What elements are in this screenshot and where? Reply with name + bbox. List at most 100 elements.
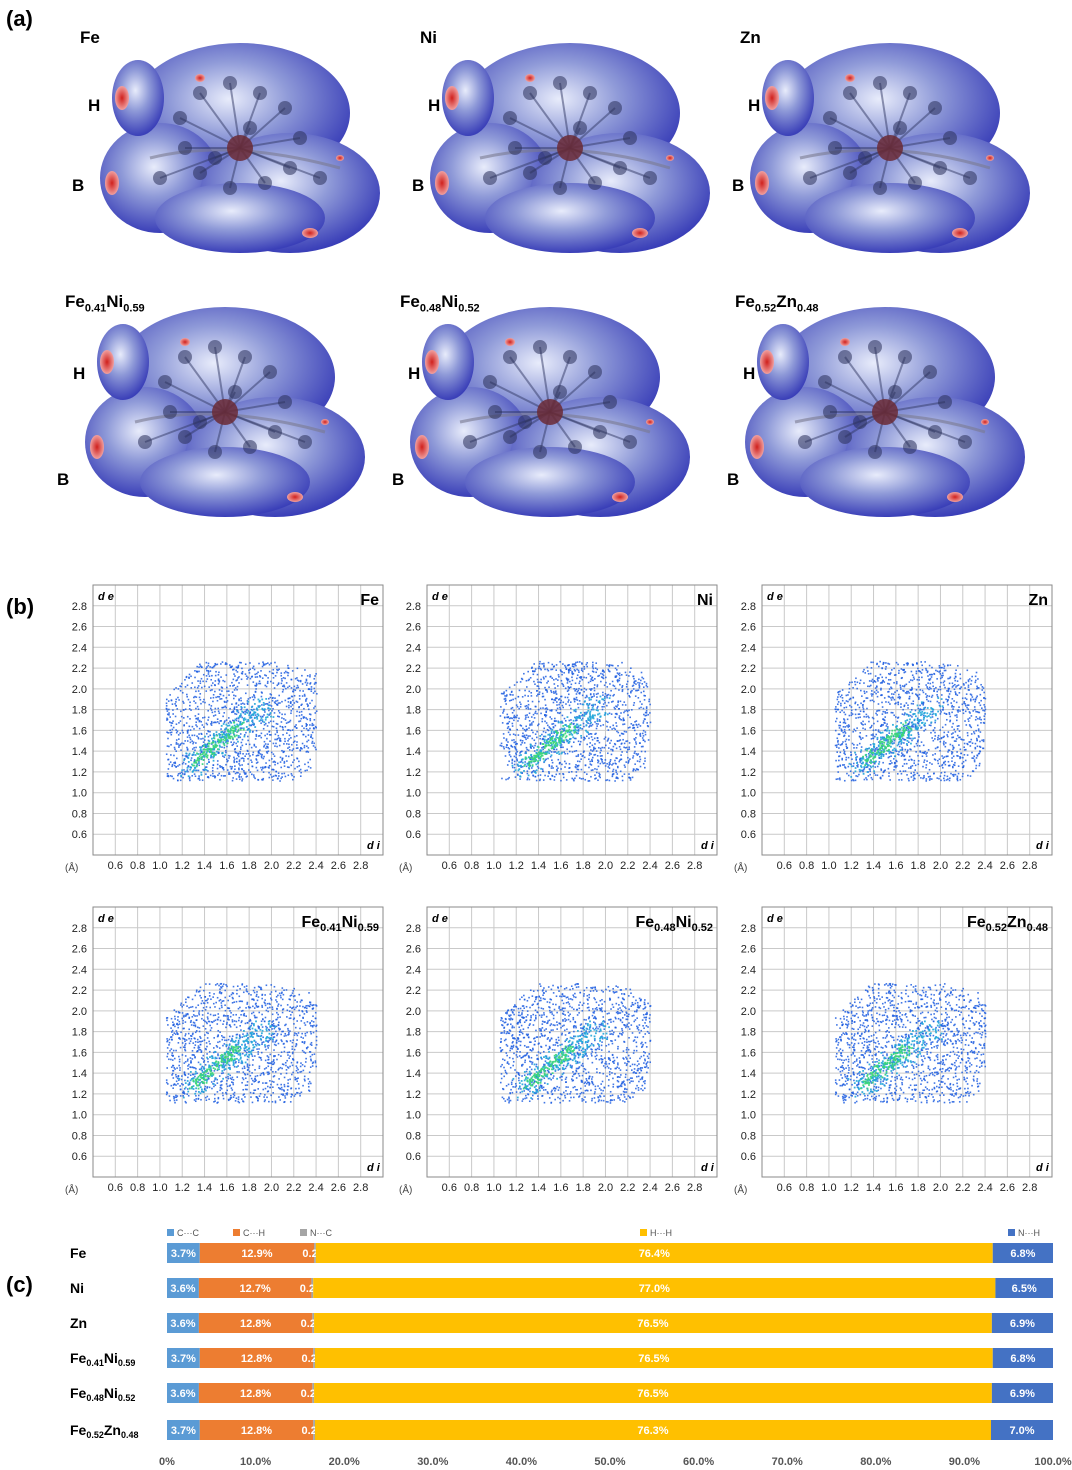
legend-item: H···H xyxy=(640,1228,672,1238)
bar-segment xyxy=(313,1348,315,1368)
x-tick-label: 1.6 xyxy=(219,1182,234,1194)
plot-title-element: Ni xyxy=(676,914,692,931)
panel-label-c: (c) xyxy=(6,1272,33,1297)
surface-title: Fe xyxy=(80,28,100,48)
bar-segment xyxy=(995,1278,1053,1298)
bar-segment xyxy=(199,1243,315,1263)
y-tick-label: 2.2 xyxy=(741,985,756,997)
x-tick-label: 2.4 xyxy=(308,1182,323,1194)
fingerprint-points xyxy=(499,660,652,782)
surface-title-subscript: 0.52 xyxy=(754,302,777,315)
x-tick-label: 2.0 xyxy=(264,860,279,872)
x-tick-label: 1.0 xyxy=(152,1182,167,1194)
y-tick-label: 1.8 xyxy=(72,1027,87,1039)
red-contact-spot xyxy=(947,492,963,502)
bar-segment xyxy=(167,1348,200,1368)
x-tick-label: 0.6 xyxy=(108,860,123,872)
y-tick-label: 1.2 xyxy=(72,1089,87,1101)
surface-title-element: Fe xyxy=(80,28,100,47)
hirshfeld-surface-5: Fe0.52Zn0.48 H B xyxy=(727,282,1035,552)
legend-swatch xyxy=(640,1229,647,1236)
y-tick-label: 2.8 xyxy=(741,601,756,613)
category-label-subscript: 0.52 xyxy=(86,1430,104,1440)
x-tick-label: 0.8 xyxy=(130,1182,145,1194)
y-tick-label: 1.0 xyxy=(72,788,87,800)
x-tick-label: 1.6 xyxy=(888,860,903,872)
red-contact-spot xyxy=(840,338,850,346)
category-label: Fe0.41Ni0.59 xyxy=(70,1350,135,1368)
x-axis-label: d i xyxy=(1036,840,1050,852)
metal-center-atom xyxy=(557,135,583,161)
unit-label: (Å) xyxy=(734,1183,747,1196)
x-tick-label: 1.2 xyxy=(175,860,190,872)
x-tick-label: 2.6 xyxy=(331,860,346,872)
bar-segment xyxy=(167,1243,200,1263)
x-tick-label: 1.6 xyxy=(888,1182,903,1194)
y-tick-label: 2.8 xyxy=(406,923,421,935)
plot-frame xyxy=(426,906,718,1178)
y-tick-label: 0.6 xyxy=(406,1151,421,1163)
bar-segment xyxy=(991,1383,1053,1403)
category-label-element: Fe xyxy=(70,1350,87,1366)
x-tick-label: 0% xyxy=(159,1456,175,1468)
bar-segment xyxy=(990,1420,1053,1440)
x-tick-label: 2.8 xyxy=(687,1182,702,1194)
x-tick-label: 2.6 xyxy=(1000,860,1015,872)
x-tick-label: 2.6 xyxy=(1000,1182,1015,1194)
plot-title: Fe0.52Zn0.48 xyxy=(967,914,1048,934)
red-contact-spot xyxy=(321,419,329,425)
fingerprint-points xyxy=(834,660,987,782)
legend-swatch xyxy=(1008,1229,1015,1236)
y-tick-label: 1.8 xyxy=(741,1027,756,1039)
plot-title-element: Zn xyxy=(1028,592,1048,609)
plot-title: Ni xyxy=(697,592,713,609)
x-tick-label: 2.0 xyxy=(598,860,613,872)
red-contact-spot xyxy=(986,155,994,161)
x-tick-label: 0.6 xyxy=(777,860,792,872)
y-tick-label: 2.8 xyxy=(741,923,756,935)
plot-title-element: Fe xyxy=(967,914,986,931)
y-axis-label: d e xyxy=(767,591,783,603)
y-tick-label: 1.6 xyxy=(406,725,421,737)
y-tick-label: 2.6 xyxy=(406,622,421,634)
y-tick-label: 1.0 xyxy=(741,788,756,800)
surface-image xyxy=(430,43,710,253)
bar-value-label: 76.4% xyxy=(639,1248,670,1260)
red-contact-spot xyxy=(287,492,303,502)
fingerprint-plot: 0.6 0.8 1.0 1.2 1.4 1.6 1.8 2.0 2.2 2.4 2.6 2.8 0.6 0… xyxy=(734,906,1053,1196)
y-tick-label: 2.2 xyxy=(406,985,421,997)
x-tick-label: 40.0% xyxy=(506,1456,537,1468)
surface-image xyxy=(410,307,690,517)
legend-swatch xyxy=(167,1229,174,1236)
b-label: B xyxy=(727,470,740,489)
bar-value-label: 3.6% xyxy=(170,1388,195,1400)
bar-value-label: 3.7% xyxy=(171,1353,196,1365)
category-label-element: Zn xyxy=(70,1315,87,1331)
red-contact-spot xyxy=(425,350,439,374)
surface-title-subscript: 0.59 xyxy=(123,302,145,315)
y-tick-label: 2.0 xyxy=(741,1006,756,1018)
x-tick-label: 2.8 xyxy=(353,860,368,872)
category-label-element: Ni xyxy=(104,1385,118,1401)
category-label-element: Ni xyxy=(70,1280,84,1296)
surface-image xyxy=(750,43,1030,253)
bar-value-label: 3.7% xyxy=(171,1248,196,1260)
plot-title-subscript: 0.59 xyxy=(358,922,379,934)
y-tick-label: 1.2 xyxy=(741,1089,756,1101)
bar-segment xyxy=(167,1420,200,1440)
red-contact-spot xyxy=(90,435,104,459)
y-tick-label: 1.2 xyxy=(406,1089,421,1101)
x-tick-label: 2.0 xyxy=(264,1182,279,1194)
metal-center-atom xyxy=(227,135,253,161)
bar-value-label: 76.3% xyxy=(637,1425,668,1437)
surface-image xyxy=(100,43,380,253)
x-tick-label: 1.4 xyxy=(531,1182,546,1194)
legend-swatch xyxy=(233,1229,240,1236)
x-tick-label: 2.0 xyxy=(933,1182,948,1194)
surface-image xyxy=(745,307,1025,517)
x-tick-label: 2.6 xyxy=(665,860,680,872)
fingerprint-plot: 0.6 0.8 1.0 1.2 1.4 1.6 1.8 2.0 2.2 2.4 2.6 2.8 0.6 0… xyxy=(399,584,718,874)
category-label-element: Fe xyxy=(70,1245,87,1261)
bar-segment xyxy=(311,1278,314,1298)
metal-center-atom xyxy=(212,399,238,425)
